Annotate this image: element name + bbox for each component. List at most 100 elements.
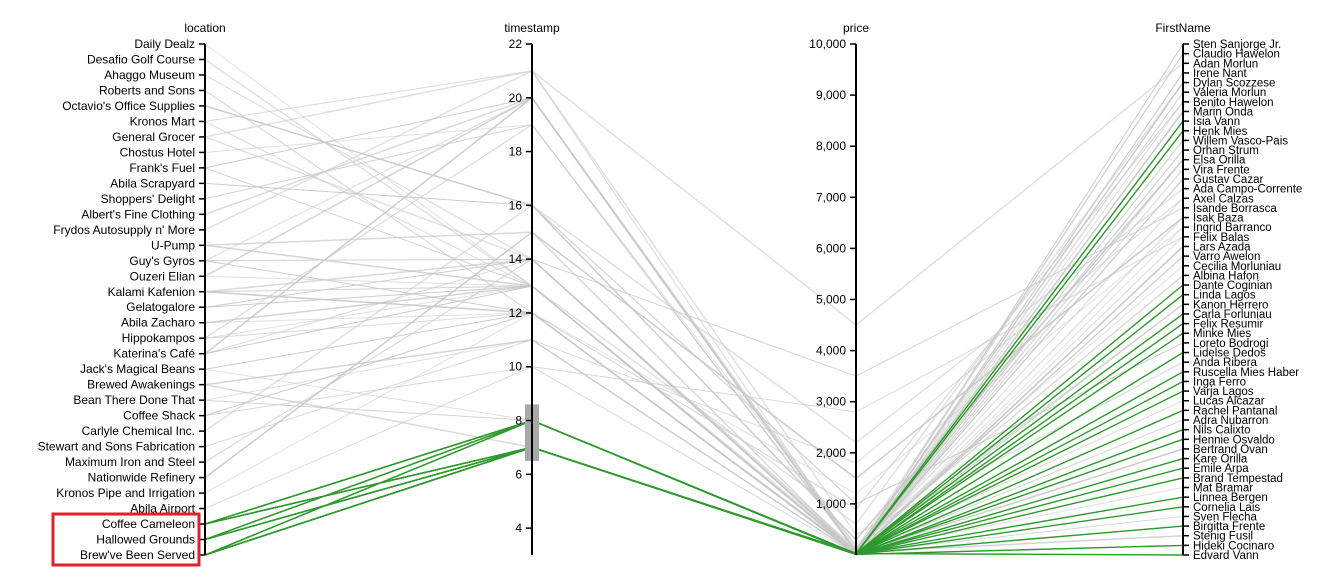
location-label[interactable]: Ahaggo Museum <box>104 68 195 82</box>
firstname-label[interactable]: Loreto Bodrogi <box>1193 338 1268 350</box>
firstname-label[interactable]: Carla Forluniau <box>1193 309 1272 321</box>
firstname-label[interactable]: Linda Lagos <box>1193 290 1256 302</box>
firstname-label[interactable]: Varja Lagos <box>1193 386 1254 398</box>
location-label[interactable]: U-Pump <box>151 238 195 252</box>
firstname-label[interactable]: Kanon Herrero <box>1193 299 1268 311</box>
firstname-label[interactable]: Edvard Vann <box>1193 550 1259 562</box>
firstname-label[interactable]: Isia Vann <box>1193 116 1240 128</box>
context-line <box>204 226 1184 495</box>
context-line <box>204 101 1184 553</box>
location-label[interactable]: Octavio's Office Supplies <box>62 99 195 113</box>
firstname-label[interactable]: Mat Bramar <box>1193 483 1253 495</box>
firstname-label[interactable]: Hideki Cocinaro <box>1193 540 1274 552</box>
firstname-label[interactable]: Ada Campo-Corrente <box>1193 184 1302 196</box>
firstname-label[interactable]: Ingrid Barranco <box>1193 222 1272 234</box>
location-label[interactable]: Gelatogalore <box>126 300 195 314</box>
firstname-label[interactable]: Albina Hafon <box>1193 270 1259 282</box>
location-label[interactable]: Frydos Autosupply n' More <box>53 223 195 237</box>
firstname-label[interactable]: Anda Ribera <box>1193 357 1258 369</box>
location-label[interactable]: Frank's Fuel <box>129 161 195 175</box>
firstname-label[interactable]: Linnea Bergen <box>1193 492 1268 504</box>
location-label[interactable]: Roberts and Sons <box>99 83 195 97</box>
location-label[interactable]: Hippokampos <box>122 331 195 345</box>
firstname-label[interactable]: Brand Tempestad <box>1193 473 1283 485</box>
firstname-label[interactable]: Nils Calixto <box>1193 425 1251 437</box>
firstname-label[interactable]: Claudio Hawelon <box>1193 49 1280 61</box>
firstname-label[interactable]: Marin Onda <box>1193 106 1254 118</box>
firstname-label[interactable]: Rachel Pantanal <box>1193 405 1277 417</box>
context-line <box>204 90 1184 510</box>
firstname-label[interactable]: Ruscella Mies Haber <box>1193 367 1299 379</box>
firstname-label[interactable]: Isak Baza <box>1193 213 1244 225</box>
firstname-label[interactable]: Bertrand Ovan <box>1193 444 1268 456</box>
location-label[interactable]: Abila Airport <box>130 502 195 516</box>
tick-label: 1,000 <box>816 497 846 511</box>
firstname-label[interactable]: Kare Orilla <box>1193 454 1248 466</box>
location-label[interactable]: Maximum Iron and Steel <box>65 455 195 469</box>
firstname-label[interactable]: Orhan Strum <box>1193 145 1259 157</box>
firstname-label[interactable]: Stenig Fusil <box>1193 531 1253 543</box>
context-line <box>204 111 1184 554</box>
firstname-label[interactable]: Willem Vasco-Pais <box>1193 135 1288 147</box>
firstname-label[interactable]: Adan Morlun <box>1193 58 1258 70</box>
firstname-label[interactable]: Varro Awelon <box>1193 251 1260 263</box>
firstname-label[interactable]: Cornelia Lais <box>1193 502 1260 514</box>
firstname-label[interactable]: Isande Borrasca <box>1193 203 1277 215</box>
firstname-label[interactable]: Felix Resumir <box>1193 319 1263 331</box>
firstname-label[interactable]: Lidelse Dedos <box>1193 348 1266 360</box>
firstname-label[interactable]: Vira Frente <box>1193 164 1250 176</box>
firstname-label[interactable]: Axel Calzas <box>1193 193 1254 205</box>
location-label[interactable]: Chostus Hotel <box>120 145 195 159</box>
tick-label: 6,000 <box>816 241 846 255</box>
firstname-label[interactable]: Felix Balas <box>1193 232 1249 244</box>
firstname-label[interactable]: Birgitta Frente <box>1193 521 1265 533</box>
firstname-label[interactable]: Cecilia Morluniau <box>1193 261 1281 273</box>
location-label[interactable]: Shoppers' Delight <box>101 192 196 206</box>
firstname-label[interactable]: Sven Flecha <box>1193 511 1258 523</box>
location-label[interactable]: Abila Zacharo <box>121 316 195 330</box>
firstname-label[interactable]: Henk Mies <box>1193 126 1248 138</box>
firstname-label[interactable]: Lucas Alcazar <box>1193 396 1265 408</box>
firstname-label[interactable]: Gustav Cazar <box>1193 174 1263 186</box>
location-label[interactable]: Kronos Pipe and Irrigation <box>56 486 195 500</box>
location-label[interactable]: Carlyle Chemical Inc. <box>82 424 195 438</box>
location-label[interactable]: Brewed Awakenings <box>87 378 195 392</box>
firstname-label[interactable]: Dante Coginian <box>1193 280 1272 292</box>
firstname-label[interactable]: Irene Nant <box>1193 68 1248 80</box>
context-line <box>204 236 1184 509</box>
location-label[interactable]: Kalami Kafenion <box>108 285 195 299</box>
location-label[interactable]: Katerina's Café <box>113 347 195 361</box>
firstname-label[interactable]: Lars Azada <box>1193 241 1251 253</box>
location-label[interactable]: Jack's Magical Beans <box>80 362 195 376</box>
tick-label: 4,000 <box>816 344 846 358</box>
firstname-label[interactable]: Sten Sanjorge Jr. <box>1193 39 1281 51</box>
location-label[interactable]: Abila Scrapyard <box>110 176 195 190</box>
location-label[interactable]: Albert's Fine Clothing <box>81 207 195 221</box>
tick-label: 8 <box>515 414 522 428</box>
location-label[interactable]: Brew've Been Served <box>80 548 195 562</box>
firstname-label[interactable]: Benito Hawelon <box>1193 97 1274 109</box>
location-label[interactable]: Coffee Cameleon <box>102 517 195 531</box>
location-label[interactable]: Guy's Gyros <box>129 254 195 268</box>
location-label[interactable]: Stewart and Sons Fabrication <box>38 440 195 454</box>
firstname-label[interactable]: Elsa Orilla <box>1193 155 1246 167</box>
location-label[interactable]: Desafio Golf Course <box>87 52 195 66</box>
tick-label: 2,000 <box>816 446 846 460</box>
firstname-label[interactable]: Minke Mies <box>1193 328 1251 340</box>
location-label[interactable]: Coffee Shack <box>123 409 196 423</box>
location-label[interactable]: Ouzeri Elian <box>130 269 195 283</box>
location-label[interactable]: Hallowed Grounds <box>96 533 195 547</box>
firstname-label[interactable]: Valeria Morlun <box>1193 87 1266 99</box>
location-label[interactable]: Bean There Done That <box>73 393 195 407</box>
location-label[interactable]: Daily Dealz <box>134 37 195 51</box>
location-label[interactable]: General Grocer <box>112 130 195 144</box>
location-label[interactable]: Kronos Mart <box>130 114 196 128</box>
firstname-label[interactable]: Adra Nubarron <box>1193 415 1268 427</box>
firstname-label[interactable]: Hennie Osvaldo <box>1193 434 1275 446</box>
firstname-label[interactable]: Inga Ferro <box>1193 376 1246 388</box>
location-label[interactable]: Nationwide Refinery <box>88 471 195 485</box>
axis-title: location <box>184 21 225 35</box>
firstname-label[interactable]: Emile Arpa <box>1193 463 1249 475</box>
firstname-label[interactable]: Dylan Scozzese <box>1193 78 1275 90</box>
context-line <box>204 43 1184 551</box>
